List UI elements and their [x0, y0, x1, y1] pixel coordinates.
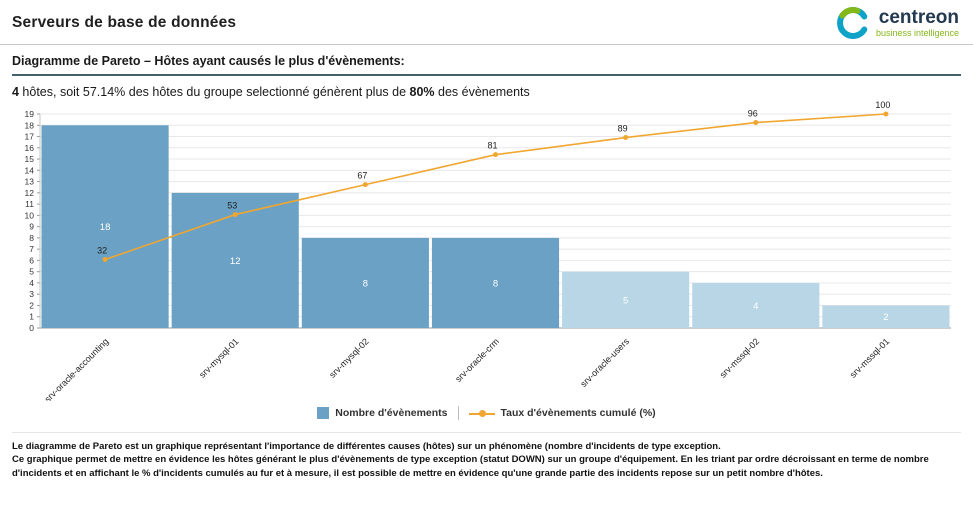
centreon-logo: centreon business intelligence	[836, 6, 959, 40]
y-tick-label: 11	[25, 199, 34, 209]
x-axis-label: srv-mysql-01	[197, 336, 240, 379]
report-header: Serveurs de base de données centreon bus…	[0, 0, 973, 45]
cumulative-value-label: 81	[487, 141, 497, 151]
cumulative-value-label: 100	[875, 101, 890, 110]
pareto-bar	[562, 271, 690, 328]
y-tick-label: 9	[29, 222, 34, 232]
cumulative-point	[623, 135, 629, 141]
section-title: Diagramme de Pareto – Hôtes ayant causés…	[12, 54, 405, 68]
y-tick-label: 19	[25, 109, 35, 119]
bar-value-label: 4	[753, 301, 758, 312]
footer-note: Le diagramme de Pareto est un graphique …	[12, 432, 961, 480]
y-tick-label: 18	[25, 120, 35, 130]
bar-value-label: 2	[883, 312, 888, 323]
pareto-bar	[431, 237, 560, 328]
cumulative-value-label: 89	[618, 124, 628, 134]
cumulative-point	[883, 111, 889, 117]
summary-part: 80%	[409, 85, 435, 99]
y-tick-label: 8	[29, 233, 34, 243]
section-header: Diagramme de Pareto – Hôtes ayant causés…	[12, 52, 961, 76]
bar-series-swatch-icon	[317, 407, 330, 419]
x-axis-label: srv-oracle-users	[578, 336, 631, 389]
y-tick-label: 3	[29, 289, 34, 299]
cumulative-value-label: 32	[97, 246, 107, 256]
x-axis-label: srv-mysql-02	[327, 336, 370, 379]
pareto-bar	[301, 237, 429, 328]
summary-part: 4	[12, 85, 19, 99]
legend-item: Nombre d'évènements	[317, 407, 448, 419]
cumulative-value-label: 67	[357, 171, 367, 181]
bar-value-label: 8	[363, 278, 368, 289]
cumulative-value-label: 53	[227, 201, 237, 211]
cumulative-point	[753, 120, 759, 126]
legend-label: Taux d'évènements cumulé (%)	[500, 407, 656, 419]
bar-value-label: 5	[623, 295, 628, 306]
x-axis-label: srv-oracle-crm	[453, 336, 501, 384]
centreon-logo-icon	[837, 7, 868, 39]
summary-text: 4 hôtes, soit 57.14% des hôtes du groupe…	[12, 85, 961, 99]
legend-item: Taux d'évènements cumulé (%)	[468, 407, 656, 419]
brand-tagline: business intelligence	[875, 28, 959, 38]
y-tick-label: 1	[29, 312, 34, 322]
y-tick-label: 4	[29, 278, 34, 288]
line-series-swatch-icon	[468, 408, 495, 419]
y-tick-label: 7	[29, 244, 34, 254]
legend-label: Nombre d'évènements	[335, 407, 448, 419]
cumulative-point	[232, 212, 238, 218]
pareto-bar	[41, 125, 169, 328]
brand-text: centreon business intelligence	[876, 8, 959, 38]
y-tick-label: 15	[25, 154, 35, 164]
y-tick-label: 10	[25, 210, 35, 220]
x-axis-label: srv-mssql-01	[848, 336, 891, 379]
y-tick-label: 5	[29, 267, 34, 277]
legend-separator	[457, 406, 459, 420]
y-tick-label: 13	[25, 177, 35, 187]
bar-value-label: 12	[230, 256, 241, 267]
bar-value-label: 18	[100, 222, 111, 233]
footer-line: Le diagramme de Pareto est un graphique …	[12, 441, 721, 452]
y-tick-label: 12	[25, 188, 35, 198]
cumulative-point	[362, 182, 368, 188]
page-title: Serveurs de base de données	[12, 14, 237, 31]
summary-part: des évènements	[434, 85, 530, 99]
x-axis-label: srv-oracle-accounting	[43, 336, 111, 401]
y-tick-label: 16	[25, 143, 35, 153]
cumulative-value-label: 96	[748, 109, 758, 119]
y-tick-label: 6	[29, 255, 34, 265]
y-tick-label: 14	[25, 165, 35, 175]
summary-part: hôtes, soit 57.14% des hôtes du groupe s…	[18, 85, 410, 99]
pareto-bar	[692, 282, 820, 328]
y-tick-label: 2	[29, 300, 34, 310]
bar-value-label: 8	[493, 278, 498, 289]
y-tick-label: 0	[29, 323, 34, 333]
y-tick-label: 17	[25, 132, 35, 142]
cumulative-point	[493, 152, 498, 158]
pareto-bar	[822, 305, 950, 328]
cumulative-point	[102, 257, 108, 263]
footer-line: Ce graphique permet de mettre en évidenc…	[12, 454, 929, 479]
brand-name: centreon	[878, 7, 959, 28]
pareto-chart: 0 1 2 3 4 5 6 7 8 9 10 11 12 13 14 15 16 17 18 19 18 12 8 8 5 4 2 3…	[10, 100, 973, 406]
x-axis-label: srv-mssql-02	[718, 336, 761, 379]
chart-legend: Nombre d'évènements Taux d'évènements cum…	[0, 406, 973, 420]
